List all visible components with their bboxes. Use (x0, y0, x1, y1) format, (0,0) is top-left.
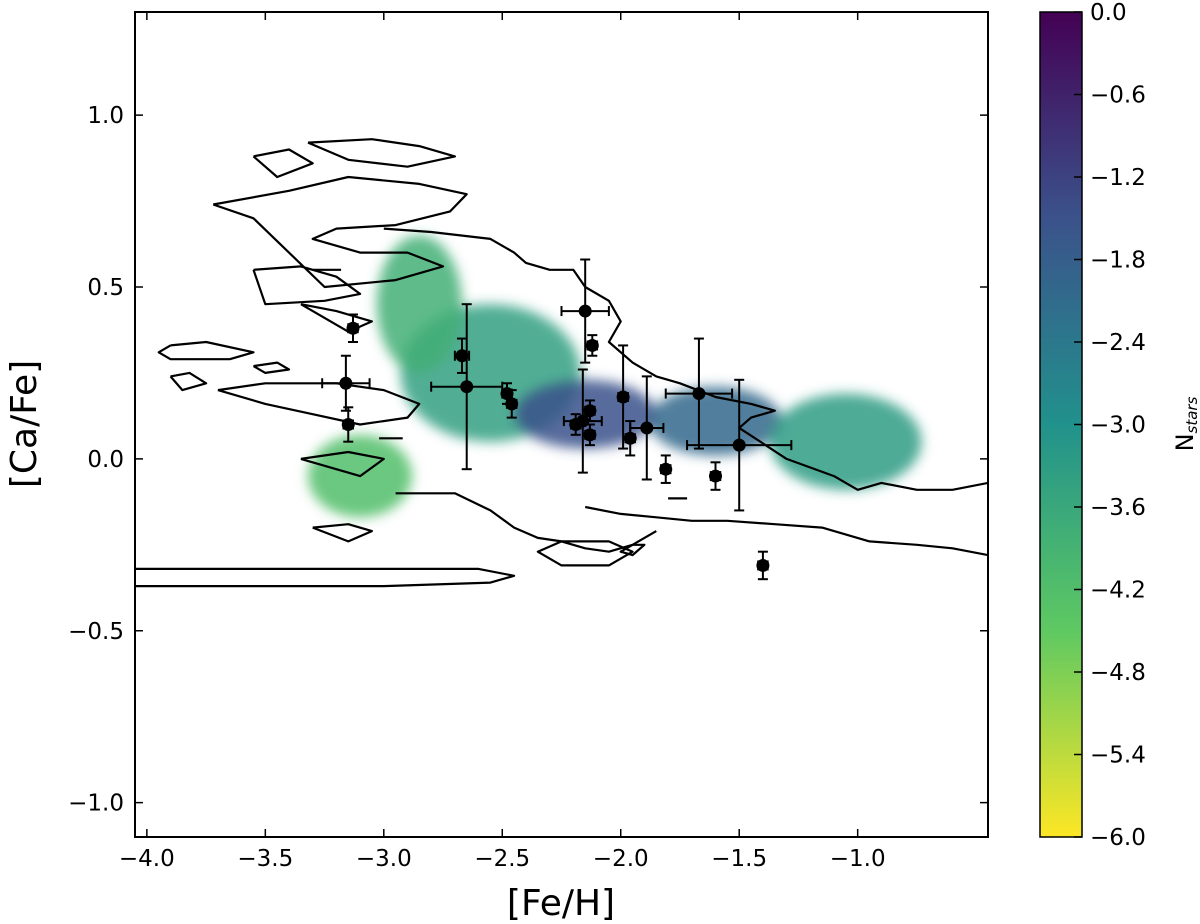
colorbar-tick-label: −4.8 (1090, 660, 1146, 686)
colorbar-tick-label: −2.4 (1090, 330, 1146, 356)
x-tick-label: −3.5 (237, 846, 293, 872)
point-marker (640, 421, 654, 435)
y-axis-title: [Ca/Fe] (4, 360, 45, 488)
contour-lines (135, 138, 988, 588)
x-axis-title: [Fe/H] (507, 883, 615, 924)
point-marker (659, 462, 673, 476)
contour-line (212, 175, 468, 289)
y-tick-label: −1.0 (68, 791, 124, 817)
density-blob (770, 393, 922, 490)
contour-line (312, 523, 373, 543)
contour-line (619, 543, 646, 557)
y-axis: 1.0 0.5 0.0 −0.5 −1.0 (68, 103, 988, 817)
point-marker (692, 387, 706, 401)
data-point (505, 389, 519, 419)
colorbar-tick-label: 0.0 (1090, 0, 1127, 26)
contour-line (307, 138, 456, 168)
point-marker (578, 304, 592, 318)
data-point (629, 375, 665, 481)
density-blob (376, 235, 462, 373)
point-marker (460, 380, 474, 394)
contour-line (300, 450, 385, 478)
x-tick-label: −2.5 (474, 846, 530, 872)
point-marker (616, 390, 630, 404)
point-marker (455, 349, 469, 363)
contour-line (252, 265, 362, 306)
y-tick-label: 0.0 (87, 447, 124, 473)
data-point (583, 423, 597, 447)
data-point (562, 368, 603, 474)
point-marker (709, 469, 723, 483)
point-marker (583, 428, 597, 442)
point-marker (505, 397, 519, 411)
data-point (756, 550, 770, 581)
point-marker (585, 338, 599, 352)
contour-line (383, 227, 988, 491)
plot-area (134, 11, 989, 838)
data-points (321, 258, 793, 581)
point-marker (346, 321, 360, 335)
data-point (616, 344, 630, 450)
data-point (686, 378, 793, 512)
data-point (430, 303, 504, 471)
colorbar-tick-label: −3.0 (1090, 413, 1146, 439)
y-tick-label: −0.5 (68, 619, 124, 645)
colorbar-tick-label: −5.4 (1090, 743, 1146, 769)
contour-line (135, 567, 516, 588)
y-tick-label: 1.0 (87, 103, 124, 129)
data-point (321, 354, 371, 412)
point-marker (623, 431, 637, 445)
contour-line (217, 382, 421, 426)
data-point (453, 337, 471, 374)
colorbar: 0.0 −0.6 −1.2 −1.8 −2.4 −3.0 −3.6 −4.2 −4.8 −5.4 −… (1039, 0, 1200, 851)
data-point (664, 337, 734, 450)
colorbar-tick-label: −1.8 (1090, 248, 1146, 274)
colorbar-ticks: 0.0 −0.6 −1.2 −1.8 −2.4 −3.0 −3.6 −4.2 −4.8 −5.4 −… (1074, 0, 1146, 851)
data-point (709, 461, 723, 491)
point-marker (583, 404, 597, 418)
contour-line (157, 340, 255, 361)
colorbar-title: Nstars (1171, 396, 1200, 451)
data-point (583, 399, 597, 423)
point-marker (339, 376, 353, 390)
y-tick-label: 0.5 (87, 275, 124, 301)
colorbar-title-sub: stars (1183, 396, 1200, 433)
point-marker (756, 558, 770, 572)
contour-line (584, 505, 988, 557)
x-tick-label: −2.0 (593, 846, 649, 872)
point-marker (341, 418, 355, 431)
contour-line (169, 371, 208, 392)
data-point (585, 334, 599, 357)
colorbar-title-main: N (1171, 433, 1199, 451)
plot-frame (134, 11, 989, 838)
contour-line (252, 361, 291, 374)
colorbar-tick-label: −3.6 (1090, 495, 1146, 521)
contour-line (536, 540, 634, 567)
x-tick-label: −1.0 (830, 846, 886, 872)
x-tick-label: −3.0 (356, 846, 412, 872)
colorbar-tick-label: −0.6 (1090, 83, 1146, 109)
colorbar-tick-label: −1.2 (1090, 165, 1146, 191)
contour-line (252, 148, 314, 179)
colorbar-tick-label: −4.2 (1090, 578, 1146, 604)
x-tick-label: −1.5 (711, 846, 767, 872)
data-point (560, 258, 610, 364)
data-point (346, 313, 360, 343)
x-axis: −4.0 −3.5 −3.0 −2.5 −2.0 −1.5 −1.0 (119, 12, 886, 872)
point-marker (732, 438, 746, 452)
data-point (341, 406, 355, 443)
x-tick-label: −4.0 (119, 846, 175, 872)
contour-line (395, 492, 657, 553)
data-point (659, 454, 673, 484)
contour-line (300, 303, 373, 333)
colorbar-tick-label: −6.0 (1090, 825, 1146, 851)
